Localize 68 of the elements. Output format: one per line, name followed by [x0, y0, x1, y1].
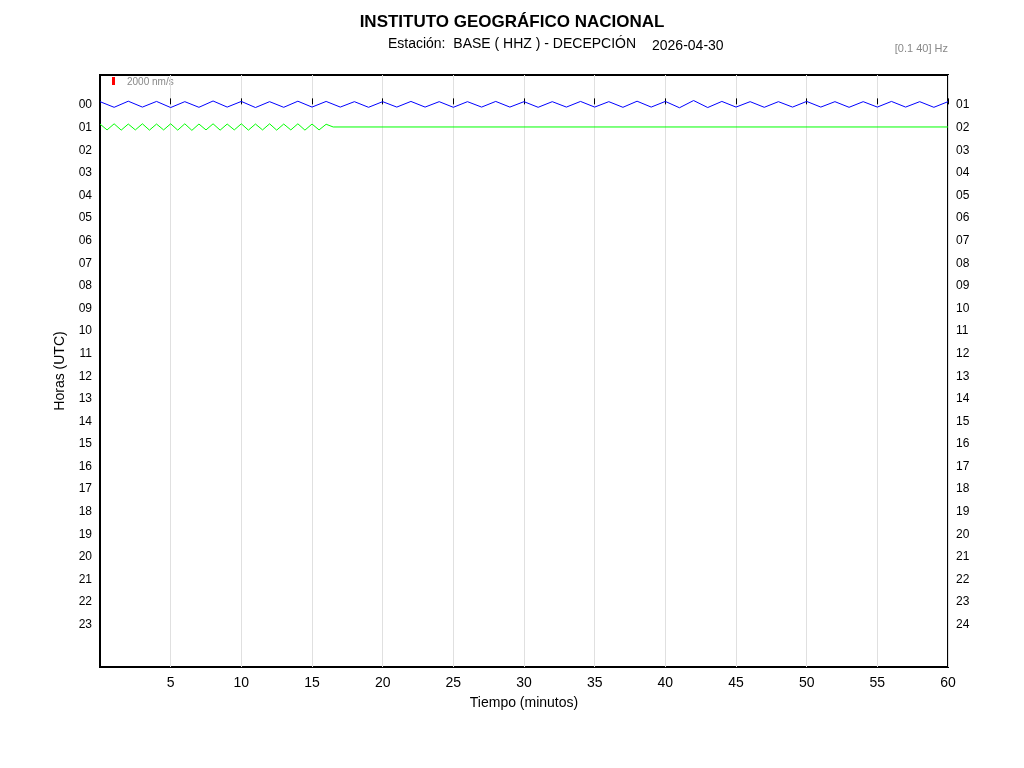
- y-tick-label: 16: [78, 458, 93, 473]
- y2-tick-label: 12: [956, 345, 970, 360]
- y2-tick-label: 02: [956, 119, 970, 134]
- y2-tick-label: 01: [956, 97, 970, 112]
- y2-tick-label: 24: [956, 617, 970, 632]
- y-tick-label: 08: [78, 278, 93, 293]
- line-series: [99, 123, 949, 131]
- x-tick-label: 50: [798, 674, 815, 690]
- y2-tick-label: 20: [956, 526, 970, 541]
- y2-tick-label: 13: [956, 368, 970, 383]
- y2-tick-label: 11: [956, 323, 969, 338]
- y-tick-label: 14: [78, 413, 93, 428]
- x-tick-label: 10: [233, 674, 250, 690]
- x-tick-label: 45: [728, 674, 744, 690]
- line-series: [99, 100, 949, 109]
- chart-title: INSTITUTO GEOGRÁFICO NACIONAL: [359, 12, 665, 31]
- y-tick-label: 19: [78, 526, 93, 541]
- y-tick-label: 22: [78, 594, 93, 609]
- y-tick-label: 02: [78, 142, 93, 157]
- y-tick-label: 13: [78, 391, 93, 406]
- y2-tick-label: 05: [956, 187, 970, 202]
- x-tick-label: 25: [445, 674, 462, 690]
- x-tick-label: 40: [657, 674, 674, 690]
- x-tick-label: 15: [304, 674, 320, 690]
- y2-tick-label: 19: [956, 504, 970, 519]
- y-tick-label: 15: [78, 436, 93, 451]
- y-tick-label: 20: [78, 549, 93, 564]
- x-tick-label: 35: [586, 674, 603, 690]
- y-tick-label: 21: [78, 571, 93, 586]
- y2-tick-label: 16: [956, 436, 970, 451]
- chart-subtitle: Estación: BASE ( HHZ ) - DECEPCIÓN: [387, 35, 637, 51]
- y-tick-label: 06: [78, 232, 93, 247]
- y-axis-title: Horas (UTC): [51, 331, 67, 411]
- y2-tick-label: 10: [956, 300, 970, 315]
- y-tick-label: 11: [79, 345, 93, 360]
- y2-tick-label: 18: [956, 481, 970, 496]
- y2-tick-label: 07: [956, 232, 970, 247]
- y2-tick-label: 04: [956, 165, 970, 180]
- text: [0.1 40] Hz: [894, 41, 949, 54]
- y2-tick-label: 14: [956, 391, 970, 406]
- y2-tick-label: 17: [956, 458, 970, 473]
- y2-tick-label: 21: [956, 549, 970, 564]
- x-axis-title: Tiempo (minutos): [469, 694, 579, 710]
- y-tick-label: 05: [78, 210, 93, 225]
- y-tick-label: 23: [78, 617, 93, 632]
- y-tick-label: 04: [78, 187, 93, 202]
- y-tick-label: 10: [78, 323, 93, 338]
- y2-tick-label: 15: [956, 413, 970, 428]
- y2-tick-label: 08: [956, 255, 970, 270]
- y-tick-label: 03: [78, 165, 93, 180]
- y2-tick-label: 23: [956, 594, 970, 609]
- text: 2026-04-30: [652, 37, 724, 53]
- x-tick-label: 30: [516, 674, 532, 690]
- x-tick-label: 20: [374, 674, 391, 690]
- x-tick-label: 5: [166, 674, 175, 690]
- y2-tick-label: 03: [956, 142, 970, 157]
- y2-tick-label: 22: [956, 571, 970, 586]
- y-tick-label: 01: [78, 119, 93, 134]
- x-tick-label: 55: [869, 674, 886, 690]
- y-tick-label: 00: [78, 97, 93, 112]
- y2-tick-label: 09: [956, 278, 970, 293]
- x-tick-label: 60: [940, 674, 956, 690]
- y2-tick-label: 06: [956, 210, 970, 225]
- y-tick-label: 07: [78, 255, 93, 270]
- y-tick-label: 12: [78, 368, 93, 383]
- y-tick-label: 09: [78, 300, 93, 315]
- y-tick-label: 17: [78, 481, 93, 496]
- y-tick-label: 18: [78, 504, 93, 519]
